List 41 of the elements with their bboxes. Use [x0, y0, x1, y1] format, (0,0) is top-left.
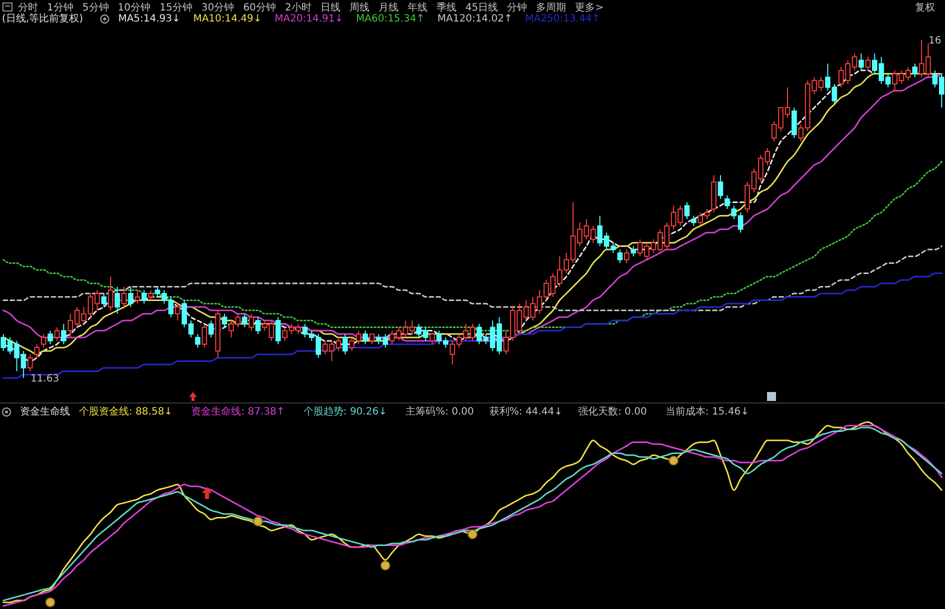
- text: 月线: [378, 2, 398, 14]
- point: [668, 456, 679, 466]
- text: MA10:14.49↓: [193, 14, 262, 24]
- text: 2小时: [285, 2, 312, 14]
- text: MA5:14.93↓: [118, 14, 180, 24]
- point: [468, 529, 478, 540]
- text: 主筹码%: 0.00: [406, 406, 474, 418]
- annotation: 16: [928, 36, 942, 46]
- point: [380, 560, 390, 571]
- text: 个股资金线: 88.58↓: [79, 406, 173, 418]
- text: 分时: [18, 2, 38, 14]
- annotation: 11.63: [30, 374, 60, 384]
- text: 30分钟: [201, 2, 234, 14]
- text: 季线: [436, 2, 456, 14]
- text: 复权: [915, 2, 935, 14]
- candlestick: [114, 286, 120, 314]
- text: 年线: [407, 2, 428, 14]
- point: [45, 597, 56, 608]
- text: 多周期: [536, 2, 566, 14]
- chart-title: (日线,等比前复权): [2, 12, 84, 24]
- text: MA60:15.34↑: [356, 14, 425, 24]
- text: 15分钟: [160, 2, 192, 14]
- point: [253, 516, 264, 526]
- chart-title: 资金生命线: [20, 406, 70, 418]
- text: 分钟: [507, 2, 528, 14]
- text: 更多>: [575, 2, 604, 14]
- text: 日线: [320, 2, 340, 14]
- text: 60分钟: [243, 2, 276, 14]
- text: MA20:14.91↓: [274, 14, 344, 24]
- text: 45日线: [465, 2, 498, 14]
- text: 当前成本: 15.46↓: [665, 406, 749, 418]
- text: 1分钟: [47, 2, 74, 14]
- text: 10分钟: [118, 2, 151, 14]
- text: 获利%: 44.44↓: [489, 406, 562, 418]
- text: 5分钟: [82, 2, 109, 14]
- text: MA250:13.44↑: [525, 14, 600, 24]
- text: 个股趋势: 90.26↓: [303, 406, 387, 418]
- text: 强化天数: 0.00: [578, 406, 647, 418]
- text: 周线: [349, 2, 370, 14]
- text: MA120:14.02↑: [437, 14, 512, 24]
- text: 资金生命线: 87.38↑: [191, 406, 285, 418]
